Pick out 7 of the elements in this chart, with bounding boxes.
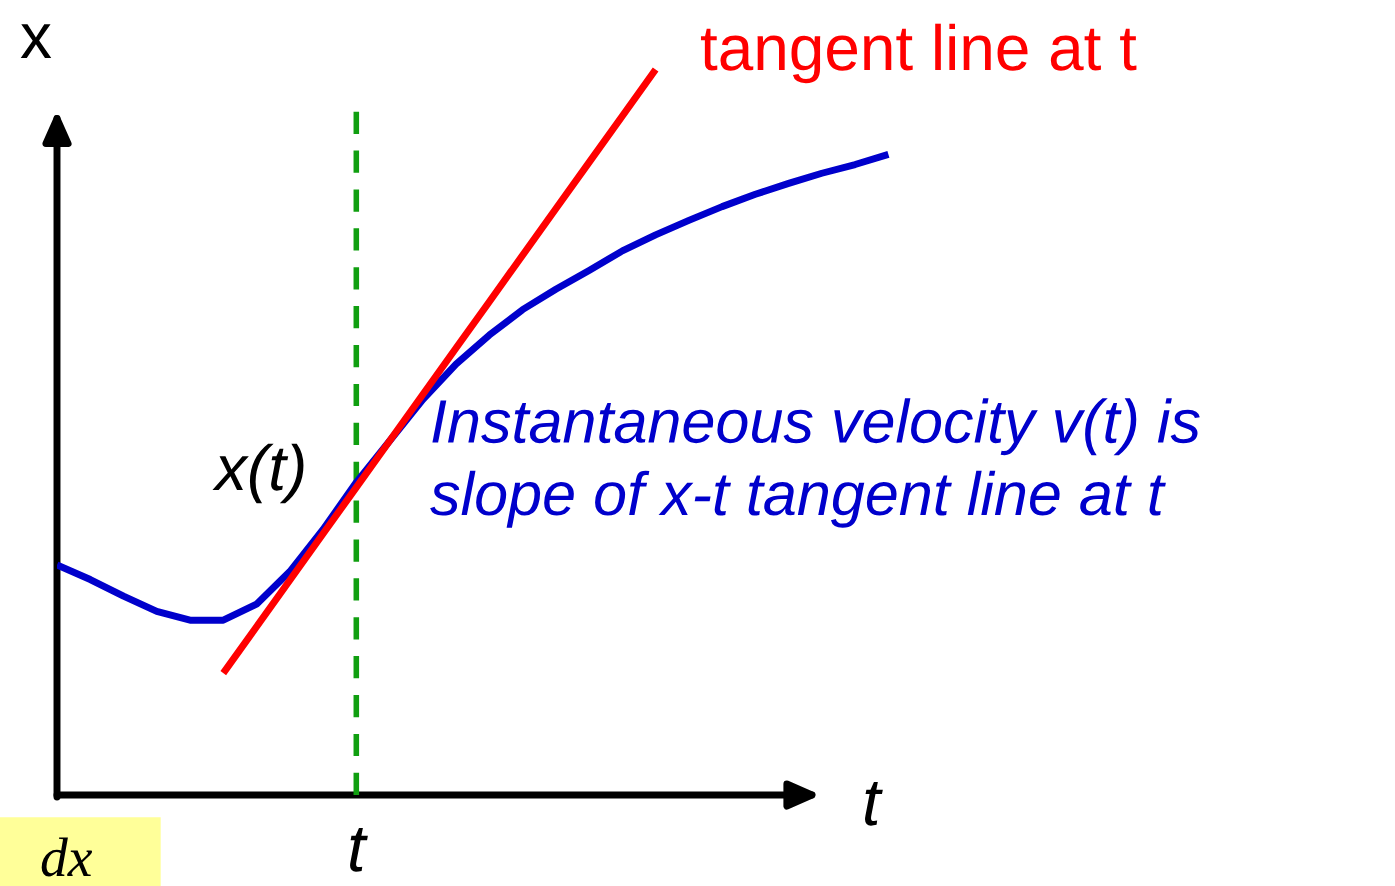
y-axis-title: x — [20, 24, 52, 58]
text: dx — [41, 837, 93, 877]
series-label: x(t) — [212, 443, 304, 504]
x-axis-title: t — [865, 781, 883, 826]
series-label: tangent line at t — [700, 23, 1137, 84]
annotation: Instantaneous velocity v(t) is slope of x-t tangent line at t — [430, 398, 1200, 528]
text: t — [350, 827, 368, 872]
